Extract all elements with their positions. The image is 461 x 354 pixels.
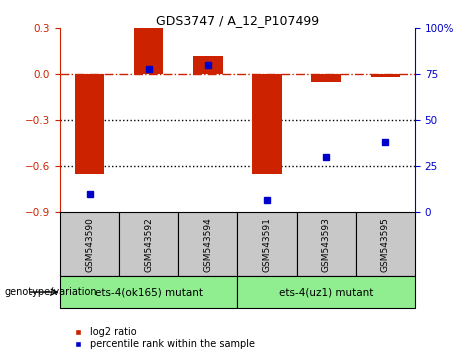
Bar (193, 56, 223, 74)
Text: GSM543594: GSM543594 (203, 217, 213, 272)
Text: ets-4(uz1) mutant: ets-4(uz1) mutant (279, 287, 373, 297)
Text: GSM543591: GSM543591 (262, 217, 272, 272)
Text: GSM543595: GSM543595 (381, 217, 390, 272)
Text: genotype/variation: genotype/variation (5, 287, 97, 297)
FancyBboxPatch shape (60, 212, 119, 276)
Bar (252, 74, 282, 174)
FancyBboxPatch shape (237, 212, 296, 276)
FancyBboxPatch shape (237, 276, 415, 308)
Title: GDS3747 / A_12_P107499: GDS3747 / A_12_P107499 (156, 14, 319, 27)
Bar (75, 74, 104, 174)
Bar (371, 74, 400, 78)
Bar (311, 74, 341, 82)
FancyBboxPatch shape (119, 212, 178, 276)
Text: GSM543590: GSM543590 (85, 217, 94, 272)
Text: GSM543592: GSM543592 (144, 217, 153, 272)
Text: GSM543593: GSM543593 (322, 217, 331, 272)
FancyBboxPatch shape (296, 212, 356, 276)
Text: ets-4(ok165) mutant: ets-4(ok165) mutant (95, 287, 203, 297)
Bar (134, 28, 164, 74)
FancyBboxPatch shape (178, 212, 237, 276)
Legend: log2 ratio, percentile rank within the sample: log2 ratio, percentile rank within the s… (74, 327, 254, 349)
FancyBboxPatch shape (60, 276, 237, 308)
FancyBboxPatch shape (356, 212, 415, 276)
